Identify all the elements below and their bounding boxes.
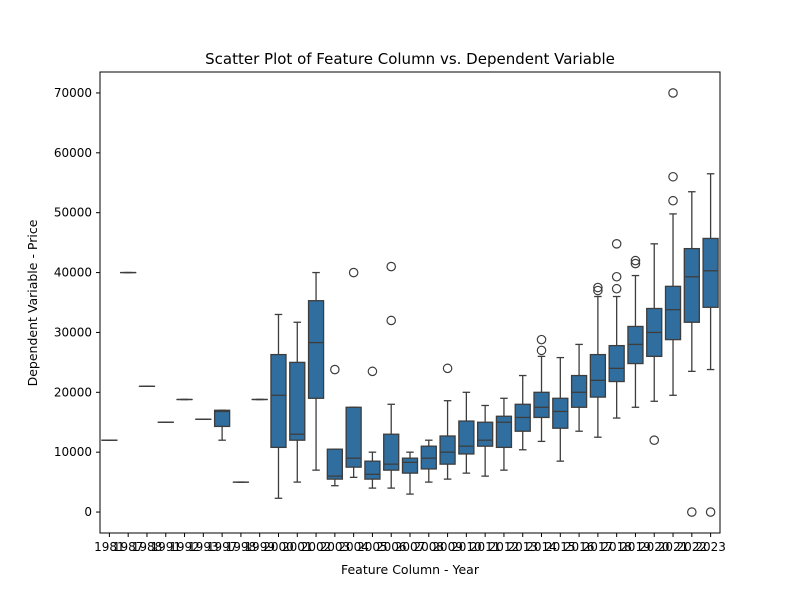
box-2017 — [590, 355, 605, 398]
box-2001 — [290, 362, 305, 440]
y-tick-label: 0 — [84, 505, 92, 519]
box-2009 — [440, 436, 455, 464]
box-2007 — [402, 458, 417, 473]
box-2011 — [478, 422, 493, 446]
box-2021 — [666, 286, 681, 339]
chart-title: Scatter Plot of Feature Column vs. Depen… — [205, 50, 615, 68]
y-tick-label: 20000 — [54, 385, 92, 399]
box-2012 — [496, 416, 511, 447]
box-2003 — [327, 449, 342, 479]
y-axis-label: Dependent Variable - Price — [25, 219, 40, 386]
x-tick-label: 2023 — [695, 540, 726, 554]
y-tick-label: 30000 — [54, 325, 92, 339]
box-2022 — [684, 249, 699, 323]
y-tick-label: 50000 — [54, 206, 92, 220]
y-tick-label: 60000 — [54, 146, 92, 160]
box-2016 — [572, 376, 587, 408]
box-2010 — [459, 421, 474, 454]
box-2000 — [271, 355, 286, 448]
box-2002 — [309, 301, 324, 399]
box-2014 — [534, 392, 549, 417]
box-2023 — [703, 238, 718, 307]
box-2018 — [609, 346, 624, 382]
box-1997 — [215, 410, 230, 426]
y-tick-label: 10000 — [54, 445, 92, 459]
box-2005 — [365, 461, 380, 479]
y-tick-label: 70000 — [54, 86, 92, 100]
x-axis-label: Feature Column - Year — [341, 562, 480, 577]
y-tick-label: 40000 — [54, 266, 92, 280]
box-2015 — [553, 398, 568, 428]
